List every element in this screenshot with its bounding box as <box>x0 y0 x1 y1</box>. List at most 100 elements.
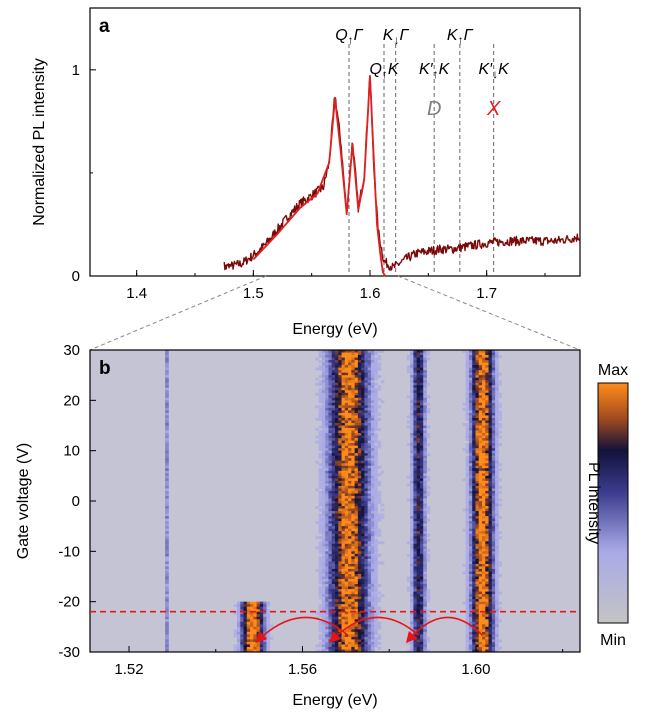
heatmap-cell <box>468 390 473 394</box>
heatmap-cell <box>374 372 378 376</box>
heatmap-cell <box>475 387 480 391</box>
heatmap-cell <box>357 495 362 499</box>
heatmap-cell <box>423 445 427 449</box>
heatmap-cell <box>165 528 169 532</box>
heatmap-cell <box>468 465 473 469</box>
heatmap-cell <box>465 382 470 386</box>
heatmap-cell <box>419 458 424 462</box>
heatmap-cell <box>331 518 336 522</box>
heatmap-cell <box>416 634 421 638</box>
heatmap-cell <box>357 541 362 545</box>
heatmap-cell <box>485 420 489 424</box>
heatmap-cell <box>475 453 480 457</box>
heatmap-cell <box>351 450 355 454</box>
heatmap-cell <box>370 485 375 489</box>
heatmap-cell <box>321 546 326 550</box>
panel-b-xlabel: Energy (eV) <box>292 692 377 709</box>
heatmap-cell <box>423 511 427 514</box>
heatmap-cell <box>364 360 369 363</box>
heatmap-cell <box>495 579 499 582</box>
heatmap-cell <box>357 503 362 507</box>
heatmap-cell <box>266 649 271 652</box>
heatmap-cell <box>341 581 346 585</box>
heatmap-cell <box>423 513 427 517</box>
heatmap-cell <box>338 649 342 652</box>
heatmap-cell <box>485 495 489 499</box>
heatmap-cell <box>361 382 365 386</box>
heatmap-cell <box>348 475 352 479</box>
heatmap-cell <box>361 609 365 613</box>
heatmap-cell <box>468 478 473 482</box>
heatmap-cell <box>416 609 421 613</box>
heatmap-cell <box>240 646 244 650</box>
heatmap-cell <box>478 594 483 598</box>
heatmap-cell <box>325 450 329 454</box>
heatmap-cell <box>495 410 499 414</box>
heatmap-cell <box>370 450 375 454</box>
heatmap-cell <box>482 594 486 598</box>
panel-a-label: a <box>99 16 110 37</box>
heatmap-cell <box>338 498 342 502</box>
heatmap-cell <box>328 425 333 429</box>
heatmap-cell <box>256 634 261 638</box>
heatmap-cell <box>325 591 329 595</box>
heatmap-cell <box>357 463 362 467</box>
heatmap-cell <box>315 405 320 409</box>
heatmap-cell <box>325 480 329 484</box>
heatmap-cell <box>485 405 489 409</box>
heatmap-cell <box>318 513 323 517</box>
heatmap-cell <box>468 513 473 517</box>
heatmap-cell <box>328 526 333 530</box>
heatmap-cell <box>335 485 339 489</box>
heatmap-cell <box>364 385 369 389</box>
heatmap-cell <box>485 412 489 416</box>
heatmap-cell <box>377 357 382 361</box>
heatmap-cell <box>321 591 326 595</box>
heatmap-cell <box>240 614 244 618</box>
heatmap-cell <box>465 571 470 575</box>
heatmap-cell <box>321 480 326 484</box>
heatmap-cell <box>348 589 352 592</box>
heatmap-cell <box>357 611 362 615</box>
heatmap-cell <box>341 410 346 414</box>
heatmap-cell <box>357 579 362 582</box>
heatmap-cell <box>374 460 378 464</box>
heatmap-cell <box>243 606 248 610</box>
heatmap-cell <box>370 599 375 603</box>
heatmap-cell <box>321 355 326 358</box>
heatmap-cell <box>491 470 496 474</box>
heatmap-cell <box>335 528 339 532</box>
heatmap-cell <box>478 422 483 426</box>
heatmap-cell <box>413 473 418 477</box>
heatmap-cell <box>495 382 499 386</box>
heatmap-cell <box>364 531 369 535</box>
heatmap-cell <box>472 390 476 394</box>
heatmap-cell <box>495 357 499 361</box>
heatmap-cell <box>256 619 261 623</box>
heatmap-cell <box>328 563 333 567</box>
heatmap-cell <box>485 609 489 613</box>
heatmap-cell <box>364 521 369 525</box>
heatmap-cell <box>472 355 476 358</box>
heatmap-cell <box>495 355 499 358</box>
heatmap-cell <box>165 626 169 630</box>
heatmap-cell <box>361 571 365 575</box>
heatmap-cell <box>468 571 473 575</box>
heatmap-cell <box>325 392 329 396</box>
heatmap-cell <box>478 433 483 436</box>
heatmap-cell <box>341 463 346 467</box>
heatmap-cell <box>325 558 329 562</box>
heatmap-cell <box>331 591 336 595</box>
heatmap-cell <box>328 551 333 555</box>
heatmap-cell <box>331 621 336 625</box>
heatmap-cell <box>468 611 473 615</box>
heatmap-cell <box>485 591 489 595</box>
heatmap-cell <box>370 506 375 509</box>
heatmap-cell <box>354 644 359 648</box>
heatmap-cell <box>351 546 355 550</box>
heatmap-cell <box>370 629 375 633</box>
heatmap-cell <box>331 506 336 509</box>
heatmap-cell <box>348 621 352 625</box>
heatmap-cell <box>423 584 427 587</box>
heatmap-cell <box>344 556 349 560</box>
